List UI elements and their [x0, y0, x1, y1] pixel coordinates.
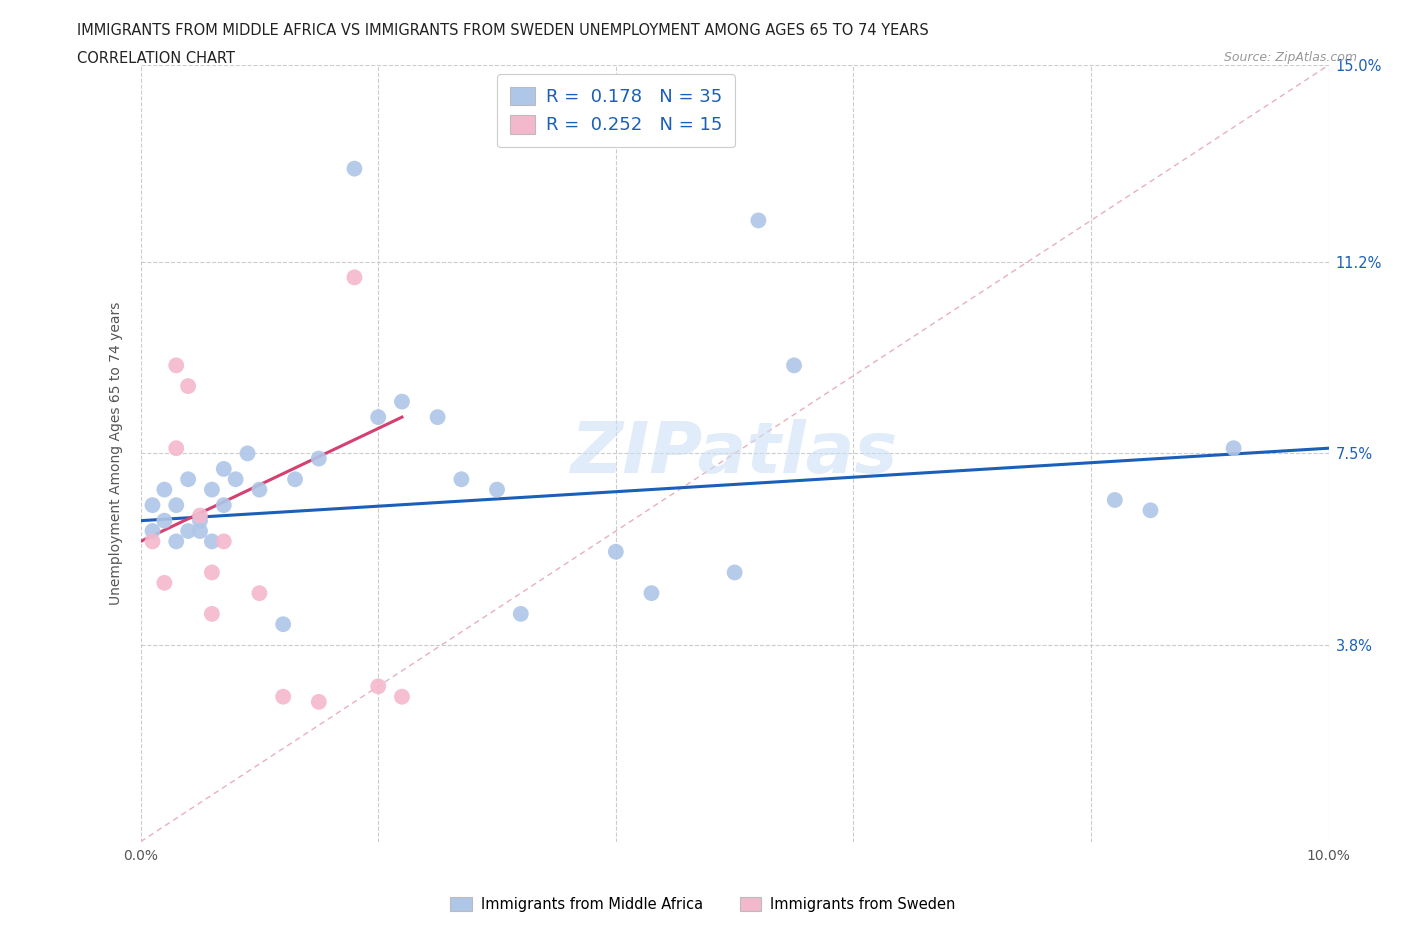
Point [1139, 503, 1161, 518]
Text: CORRELATION CHART: CORRELATION CHART [77, 51, 235, 66]
Point [141, 534, 163, 549]
Text: ZIPatlas: ZIPatlas [571, 418, 898, 488]
Point [308, 451, 330, 466]
Legend: Immigrants from Middle Africa, Immigrants from Sweden: Immigrants from Middle Africa, Immigrant… [444, 891, 962, 918]
Text: IMMIGRANTS FROM MIDDLE AFRICA VS IMMIGRANTS FROM SWEDEN UNEMPLOYMENT AMONG AGES : IMMIGRANTS FROM MIDDLE AFRICA VS IMMIGRA… [77, 23, 929, 38]
Text: Source: ZipAtlas.com: Source: ZipAtlas.com [1223, 51, 1357, 64]
Point [391, 394, 413, 409]
Point [201, 606, 224, 621]
Point [153, 513, 176, 528]
Legend: R =  0.178   N = 35, R =  0.252   N = 15: R = 0.178 N = 35, R = 0.252 N = 15 [496, 74, 735, 147]
Point [177, 472, 200, 486]
Point [308, 695, 330, 710]
Point [177, 379, 200, 393]
Point [284, 472, 307, 486]
Point [747, 213, 769, 228]
Point [165, 358, 187, 373]
Point [640, 586, 662, 601]
Point [212, 461, 235, 476]
Point [367, 410, 389, 425]
Point [343, 270, 366, 285]
Point [153, 576, 176, 591]
Point [247, 482, 270, 497]
Point [783, 358, 806, 373]
Point [343, 161, 366, 176]
Point [212, 534, 235, 549]
Point [201, 482, 224, 497]
Point [486, 482, 509, 497]
Point [509, 606, 531, 621]
Point [367, 679, 389, 694]
Point [165, 534, 187, 549]
Point [723, 565, 745, 580]
Y-axis label: Unemployment Among Ages 65 to 74 years: Unemployment Among Ages 65 to 74 years [108, 301, 122, 605]
Point [1104, 493, 1126, 508]
Point [153, 482, 176, 497]
Point [247, 586, 270, 601]
Point [188, 513, 211, 528]
Point [1222, 441, 1244, 456]
Point [426, 410, 449, 425]
Point [605, 544, 627, 559]
Point [201, 534, 224, 549]
Point [177, 524, 200, 538]
Point [225, 472, 247, 486]
Point [450, 472, 472, 486]
Point [212, 498, 235, 512]
Point [271, 617, 294, 631]
Point [236, 446, 259, 461]
Point [201, 565, 224, 580]
Point [188, 508, 211, 523]
Point [141, 498, 163, 512]
Point [188, 524, 211, 538]
Point [391, 689, 413, 704]
Point [271, 689, 294, 704]
Point [165, 498, 187, 512]
Point [141, 524, 163, 538]
Point [165, 441, 187, 456]
